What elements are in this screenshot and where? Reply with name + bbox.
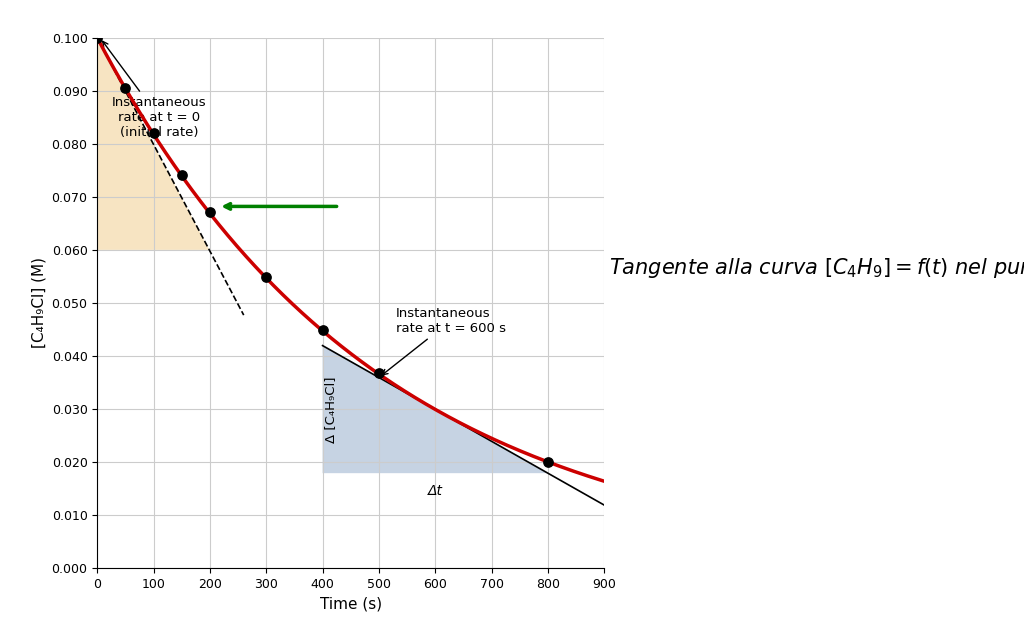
X-axis label: Time (s): Time (s) [319,596,382,611]
Text: Instantaneous
rate at t = 0
(initial rate): Instantaneous rate at t = 0 (initial rat… [102,42,207,139]
Polygon shape [323,346,548,473]
Y-axis label: [C₄H₉Cl] (M): [C₄H₉Cl] (M) [31,257,46,348]
Point [173,170,190,180]
Point [89,33,105,43]
Point [117,83,133,93]
Text: $\mathit{Tangente\ alla\ curva\ [C_4H_9]=f(t)\ nel\ punto\ t}$: $\mathit{Tangente\ alla\ curva\ [C_4H_9]… [609,256,1024,280]
Point [258,272,274,282]
Text: Δ [C₄H₉Cl]: Δ [C₄H₉Cl] [325,376,337,442]
Text: Δt: Δt [428,484,442,498]
Text: Instantaneous
rate at t = 600 s: Instantaneous rate at t = 600 s [382,307,506,375]
Point [371,368,387,378]
Point [202,207,218,217]
Point [540,457,556,467]
Polygon shape [97,38,210,251]
Point [145,128,162,138]
Point [314,326,331,336]
